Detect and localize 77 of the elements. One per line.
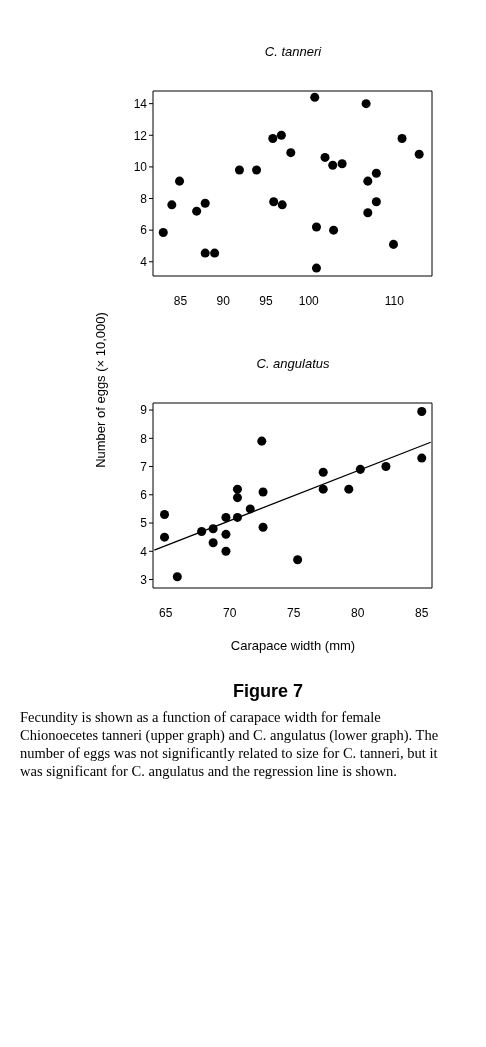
point [158, 228, 168, 238]
caption: Figure 7 [232, 681, 304, 702]
point [221, 546, 231, 556]
point [311, 222, 321, 232]
y-tick-label: 8 [140, 191, 148, 206]
x-tick-label: 80 [351, 605, 365, 620]
point [200, 198, 210, 208]
point [172, 572, 182, 582]
point [257, 436, 267, 446]
point [337, 159, 347, 169]
x-tick-label: 95 [259, 293, 273, 308]
point [160, 532, 170, 542]
point [320, 152, 330, 162]
y-tick-label: 6 [140, 488, 148, 503]
point [175, 176, 185, 186]
y-tick-label: 10 [133, 160, 148, 175]
x-tick-label: 110 [384, 293, 405, 308]
point [232, 484, 242, 494]
x-tick-label: 100 [298, 293, 320, 308]
point [417, 406, 427, 416]
point [286, 148, 296, 158]
point [361, 99, 371, 109]
point [160, 510, 170, 520]
point [276, 130, 286, 140]
point [210, 248, 220, 258]
x-tick-label: 90 [216, 293, 231, 308]
y-tick-label: 9 [140, 403, 148, 418]
y-tick-label: 3 [140, 572, 148, 587]
point [192, 206, 202, 216]
point [363, 208, 373, 218]
point [329, 225, 339, 235]
y-tick-label: 7 [140, 459, 148, 474]
y-tick-label: 5 [140, 516, 148, 531]
point [258, 522, 268, 532]
text: Fecundity is shown as a function of carapace width for female Chionoecetes tanneri (upper graph) and C. angulatus (lower graph). The number of eggs was not significantly related to size for C. tanneri, but it was significant for C. angulatus and the regression line is shown. [20, 708, 440, 780]
point [208, 538, 218, 548]
point [371, 168, 381, 178]
point [417, 453, 427, 463]
point [258, 487, 268, 497]
point [344, 484, 354, 494]
point [252, 165, 262, 175]
y-tick-label: 14 [133, 96, 148, 111]
point [414, 149, 424, 159]
x-axis-title: Carapace width (mm) [229, 638, 357, 653]
point [318, 484, 328, 494]
point [200, 248, 210, 258]
point [388, 239, 398, 249]
x-tick-label: 85 [415, 605, 429, 620]
point [371, 197, 381, 207]
y-tick-label: 4 [140, 544, 148, 559]
x-tick-label: 85 [173, 293, 188, 308]
point [232, 493, 242, 503]
point [318, 467, 328, 477]
point [328, 160, 338, 170]
y-tick-label: 4 [140, 255, 148, 270]
point [221, 512, 231, 522]
point [363, 176, 373, 186]
point [310, 92, 320, 102]
point [311, 263, 321, 273]
y-tick-label: 8 [140, 431, 148, 446]
y-tick-label: 6 [140, 223, 148, 238]
point [221, 529, 231, 539]
point [381, 462, 391, 472]
x-tick-label: 75 [287, 605, 301, 620]
y-tick-label: 12 [133, 128, 148, 143]
point [293, 555, 303, 565]
chart-title: C. angulatus [256, 356, 330, 371]
point [277, 200, 287, 210]
y-axis-title: Number of eggs (× 10,000) [92, 312, 108, 468]
point [397, 133, 407, 143]
point [269, 197, 279, 207]
x-tick-label: 65 [159, 605, 173, 620]
point [234, 165, 244, 175]
chart-title: C. tanneri [263, 44, 323, 61]
point [167, 200, 177, 210]
point [268, 133, 278, 143]
x-tick-label: 70 [223, 605, 237, 620]
